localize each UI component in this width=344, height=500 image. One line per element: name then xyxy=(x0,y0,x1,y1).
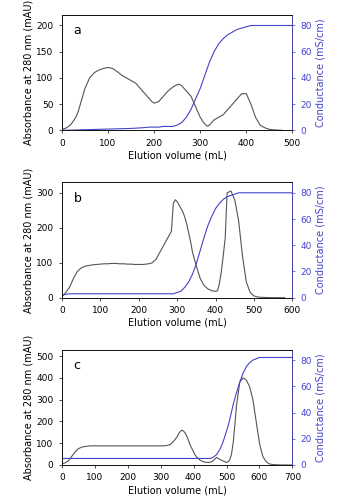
Y-axis label: Conductance (mS/cm): Conductance (mS/cm) xyxy=(315,186,325,294)
X-axis label: Elution volume (mL): Elution volume (mL) xyxy=(128,318,227,328)
Y-axis label: Absorbance at 280 nm (mAU): Absorbance at 280 nm (mAU) xyxy=(23,168,34,312)
X-axis label: Elution volume (mL): Elution volume (mL) xyxy=(128,150,227,160)
Text: b: b xyxy=(73,192,81,204)
Text: c: c xyxy=(73,359,80,372)
Y-axis label: Absorbance at 280 nm (mAU): Absorbance at 280 nm (mAU) xyxy=(23,334,34,480)
Text: a: a xyxy=(73,24,81,37)
Y-axis label: Conductance (mS/cm): Conductance (mS/cm) xyxy=(315,353,325,462)
Y-axis label: Conductance (mS/cm): Conductance (mS/cm) xyxy=(315,18,325,127)
X-axis label: Elution volume (mL): Elution volume (mL) xyxy=(128,485,227,495)
Y-axis label: Absorbance at 280 nm (mAU): Absorbance at 280 nm (mAU) xyxy=(23,0,34,146)
